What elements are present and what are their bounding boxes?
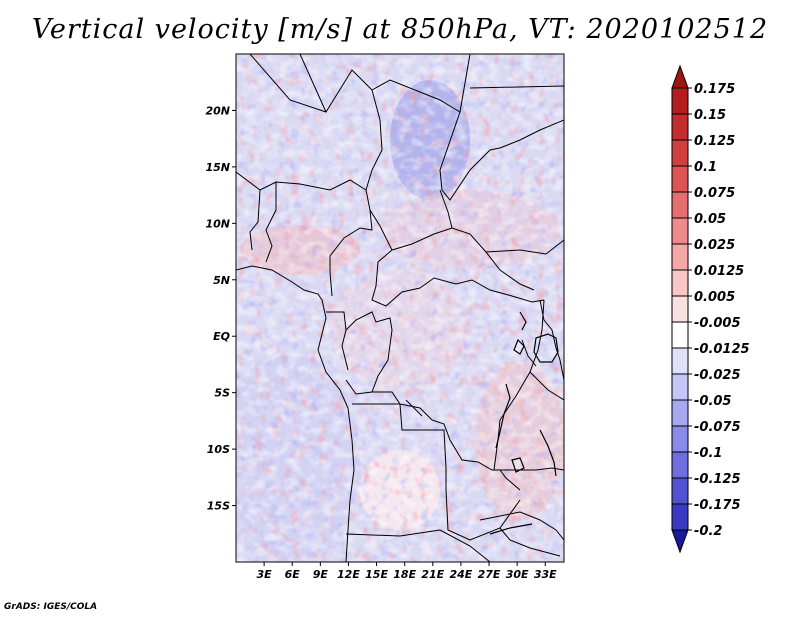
lat-tick-label: 20N [205, 104, 230, 117]
map-frame [235, 53, 565, 563]
latitude-axis: 20N 15N 10N 5N EQ 5S 10S 15S [205, 104, 236, 513]
colorbar-label: 0.075 [694, 186, 735, 201]
longitude-axis: 3E 6E 9E 12E 15E 18E 21E 24E 27E 30E 33E [257, 562, 557, 581]
lat-tick-label: 10N [205, 217, 230, 230]
colorbar-label: 0.05 [694, 212, 726, 227]
colorbar-label: 0.005 [694, 290, 735, 305]
colorbar-label: 0.175 [694, 82, 735, 97]
colorbar-segment [671, 321, 689, 349]
colorbar-label: -0.0125 [694, 342, 750, 357]
colorbar-segment [671, 451, 689, 479]
colorbar-segment [671, 295, 689, 323]
lon-tick-label: 15E [365, 568, 388, 581]
lon-tick-label: 21E [421, 568, 444, 581]
colorbar-segment [671, 269, 689, 297]
lat-tick-label: 5S [214, 387, 230, 400]
colorbar-label: 0.15 [694, 108, 726, 123]
colorbar-label: -0.005 [694, 316, 741, 331]
lon-tick-label: 18E [393, 568, 416, 581]
coastline [236, 265, 355, 562]
lon-tick-label: 30E [506, 568, 529, 581]
colorbar-label: 0.125 [694, 134, 735, 149]
lon-tick-label: 24E [450, 568, 473, 581]
lat-tick-label: 15S [207, 500, 230, 513]
lon-tick-label: 3E [257, 568, 273, 581]
lon-tick-label: 9E [313, 568, 329, 581]
colorbar-label: -0.05 [694, 394, 731, 409]
colorbar-segment [671, 477, 689, 505]
colorbar-segment [671, 139, 689, 167]
colorbar-segment [671, 165, 689, 193]
vertical-velocity-field [236, 54, 564, 562]
colorbar-bottom-arrow [671, 529, 689, 554]
lat-tick-label: 15N [205, 161, 230, 174]
lon-tick-label: 27E [478, 568, 501, 581]
colorbar-label: 0.025 [694, 238, 735, 253]
colorbar-label: -0.1 [694, 446, 722, 461]
colorbar-label: 0.1 [694, 160, 717, 175]
colorbar-segment [671, 503, 689, 531]
colorbar: 0.175 0.15 0.125 0.1 0.075 0.05 0.025 0.0125 0.0… [671, 64, 750, 554]
lake-tanganyika [495, 383, 511, 449]
colorbar-segment [671, 217, 689, 245]
map-title: Vertical velocity [m/s] at 850hPa, VT: 2… [31, 14, 769, 45]
colorbar-label: -0.2 [694, 524, 722, 539]
lat-tick-label: 5N [213, 274, 230, 287]
lat-tick-label: EQ [213, 330, 230, 343]
colorbar-segment [671, 399, 689, 427]
colorbar-label: -0.175 [694, 498, 741, 513]
colorbar-label: -0.025 [694, 368, 741, 383]
lake-victoria [533, 333, 559, 363]
colorbar-label: -0.125 [694, 472, 741, 487]
colorbar-segment [671, 347, 689, 375]
colorbar-segment [671, 243, 689, 271]
lakes [489, 311, 559, 535]
colorbar-top-arrow [671, 64, 689, 89]
colorbar-segment [671, 113, 689, 141]
colorbar-segment [671, 373, 689, 401]
lon-tick-label: 6E [285, 568, 301, 581]
lat-tick-label: 10S [207, 443, 230, 456]
colorbar-label: 0.0125 [694, 264, 744, 279]
lon-tick-label: 12E [337, 568, 360, 581]
grads-credit: GrADS: IGES/COLA [4, 602, 98, 612]
colorbar-segment [671, 191, 689, 219]
lon-tick-label: 33E [534, 568, 557, 581]
country-borders [236, 54, 564, 562]
colorbar-segment [671, 87, 689, 115]
lake-malawi [539, 429, 557, 477]
colorbar-segment [671, 425, 689, 453]
colorbar-label: -0.075 [694, 420, 741, 435]
